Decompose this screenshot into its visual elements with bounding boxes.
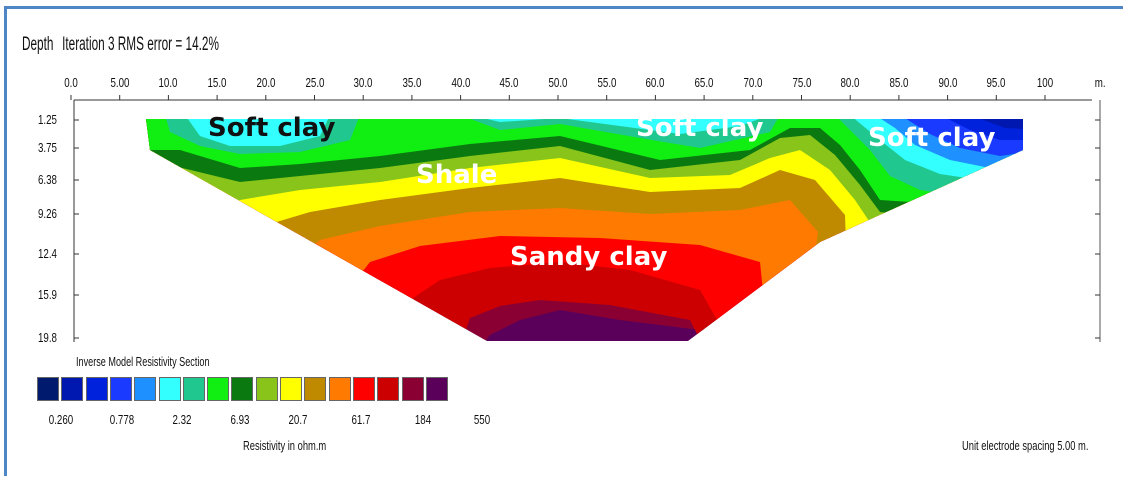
x-tick-label: 75.0: [792, 75, 811, 90]
x-tick-label: 85.0: [889, 75, 909, 90]
x-tick-label: 40.0: [451, 75, 471, 90]
x-tick-marks: [70, 95, 1046, 100]
legend-value: 0.260: [48, 412, 74, 427]
legend-swatch: [255, 377, 278, 401]
legend-value: 2.32: [172, 412, 192, 427]
x-tick-label: 50.0: [548, 75, 568, 90]
legend-title: Inverse Model Resistivity Section: [76, 354, 210, 369]
legend-swatch: [158, 377, 181, 401]
x-tick-label: 55.0: [597, 75, 617, 90]
y-tick-marks: [74, 119, 1100, 339]
x-tick-label: 70.0: [743, 75, 763, 90]
electrode-spacing-note: Unit electrode spacing 5.00 m.: [962, 438, 1089, 453]
legend-swatch: [61, 377, 84, 401]
x-axis-unit: m.: [1094, 75, 1106, 90]
legend-swatch: [377, 377, 400, 401]
soft-clay-left-label: Soft clay: [208, 113, 336, 143]
y-tick-label: 1.25: [38, 112, 57, 127]
soft-clay-center-label: Soft clay: [636, 113, 764, 143]
x-tick-label: 0.0: [64, 75, 78, 90]
contour-band: [146, 119, 1023, 210]
legend-swatch: [85, 377, 108, 401]
legend-value: 6.93: [230, 412, 250, 427]
x-tick-label: 35.0: [402, 75, 422, 90]
legend-swatch: [182, 377, 205, 401]
x-tick-label: 15.0: [207, 75, 227, 90]
x-tick-label: 45.0: [499, 75, 519, 90]
soft-clay-right-label: Soft clay: [868, 123, 996, 153]
legend-swatch: [231, 377, 254, 401]
x-tick-label: 5.00: [110, 75, 130, 90]
legend-swatch: [328, 377, 351, 401]
legend-swatch: [109, 377, 132, 401]
legend-value: 0.778: [109, 412, 135, 427]
depth-label: Depth: [22, 34, 54, 55]
x-tick-label: 60.0: [645, 75, 665, 90]
y-tick-label: 12.4: [38, 246, 57, 261]
x-tick-label: 65.0: [694, 75, 714, 90]
legend-swatch: [352, 377, 375, 401]
legend-swatch: [425, 377, 448, 401]
shale-label: Shale: [416, 160, 498, 190]
x-tick-label: 20.0: [256, 75, 276, 90]
legend-value: 550: [473, 412, 491, 427]
resistivity-unit-label: Resistivity in ohm.m: [243, 438, 327, 453]
legend-swatch: [37, 377, 59, 401]
legend-swatch: [304, 377, 327, 401]
x-tick-label: 80.0: [840, 75, 860, 90]
sandy-clay-label: Sandy clay: [510, 242, 668, 272]
x-tick-label: 10.0: [158, 75, 178, 90]
y-tick-label: 19.8: [38, 330, 57, 345]
legend-swatch: [401, 377, 424, 401]
contour-band: [185, 119, 330, 146]
legend-swatch: [207, 377, 230, 401]
legend-value: 61.7: [351, 412, 371, 427]
y-tick-label: 6.38: [38, 172, 57, 187]
figure-frame: [4, 6, 1117, 476]
y-tick-label: 3.75: [38, 140, 57, 155]
x-tick-label: 90.0: [938, 75, 958, 90]
plot-header: Depth Iteration 3 RMS error = 14.2%: [22, 34, 219, 56]
contour-band: [970, 119, 1023, 130]
legend-swatch: [134, 377, 157, 401]
y-tick-label: 15.9: [38, 287, 57, 302]
x-tick-label: 30.0: [353, 75, 373, 90]
x-tick-label: 95.0: [986, 75, 1006, 90]
y-tick-label: 9.26: [38, 206, 57, 221]
x-tick-label: 25.0: [305, 75, 324, 90]
contour-band: [470, 119, 770, 134]
iteration-text: Iteration 3 RMS error = 14.2%: [62, 34, 219, 55]
legend-value: 184: [414, 412, 432, 427]
legend-value: 20.7: [288, 412, 308, 427]
x-tick-label: 100: [1036, 75, 1054, 90]
legend-swatch: [280, 377, 302, 401]
